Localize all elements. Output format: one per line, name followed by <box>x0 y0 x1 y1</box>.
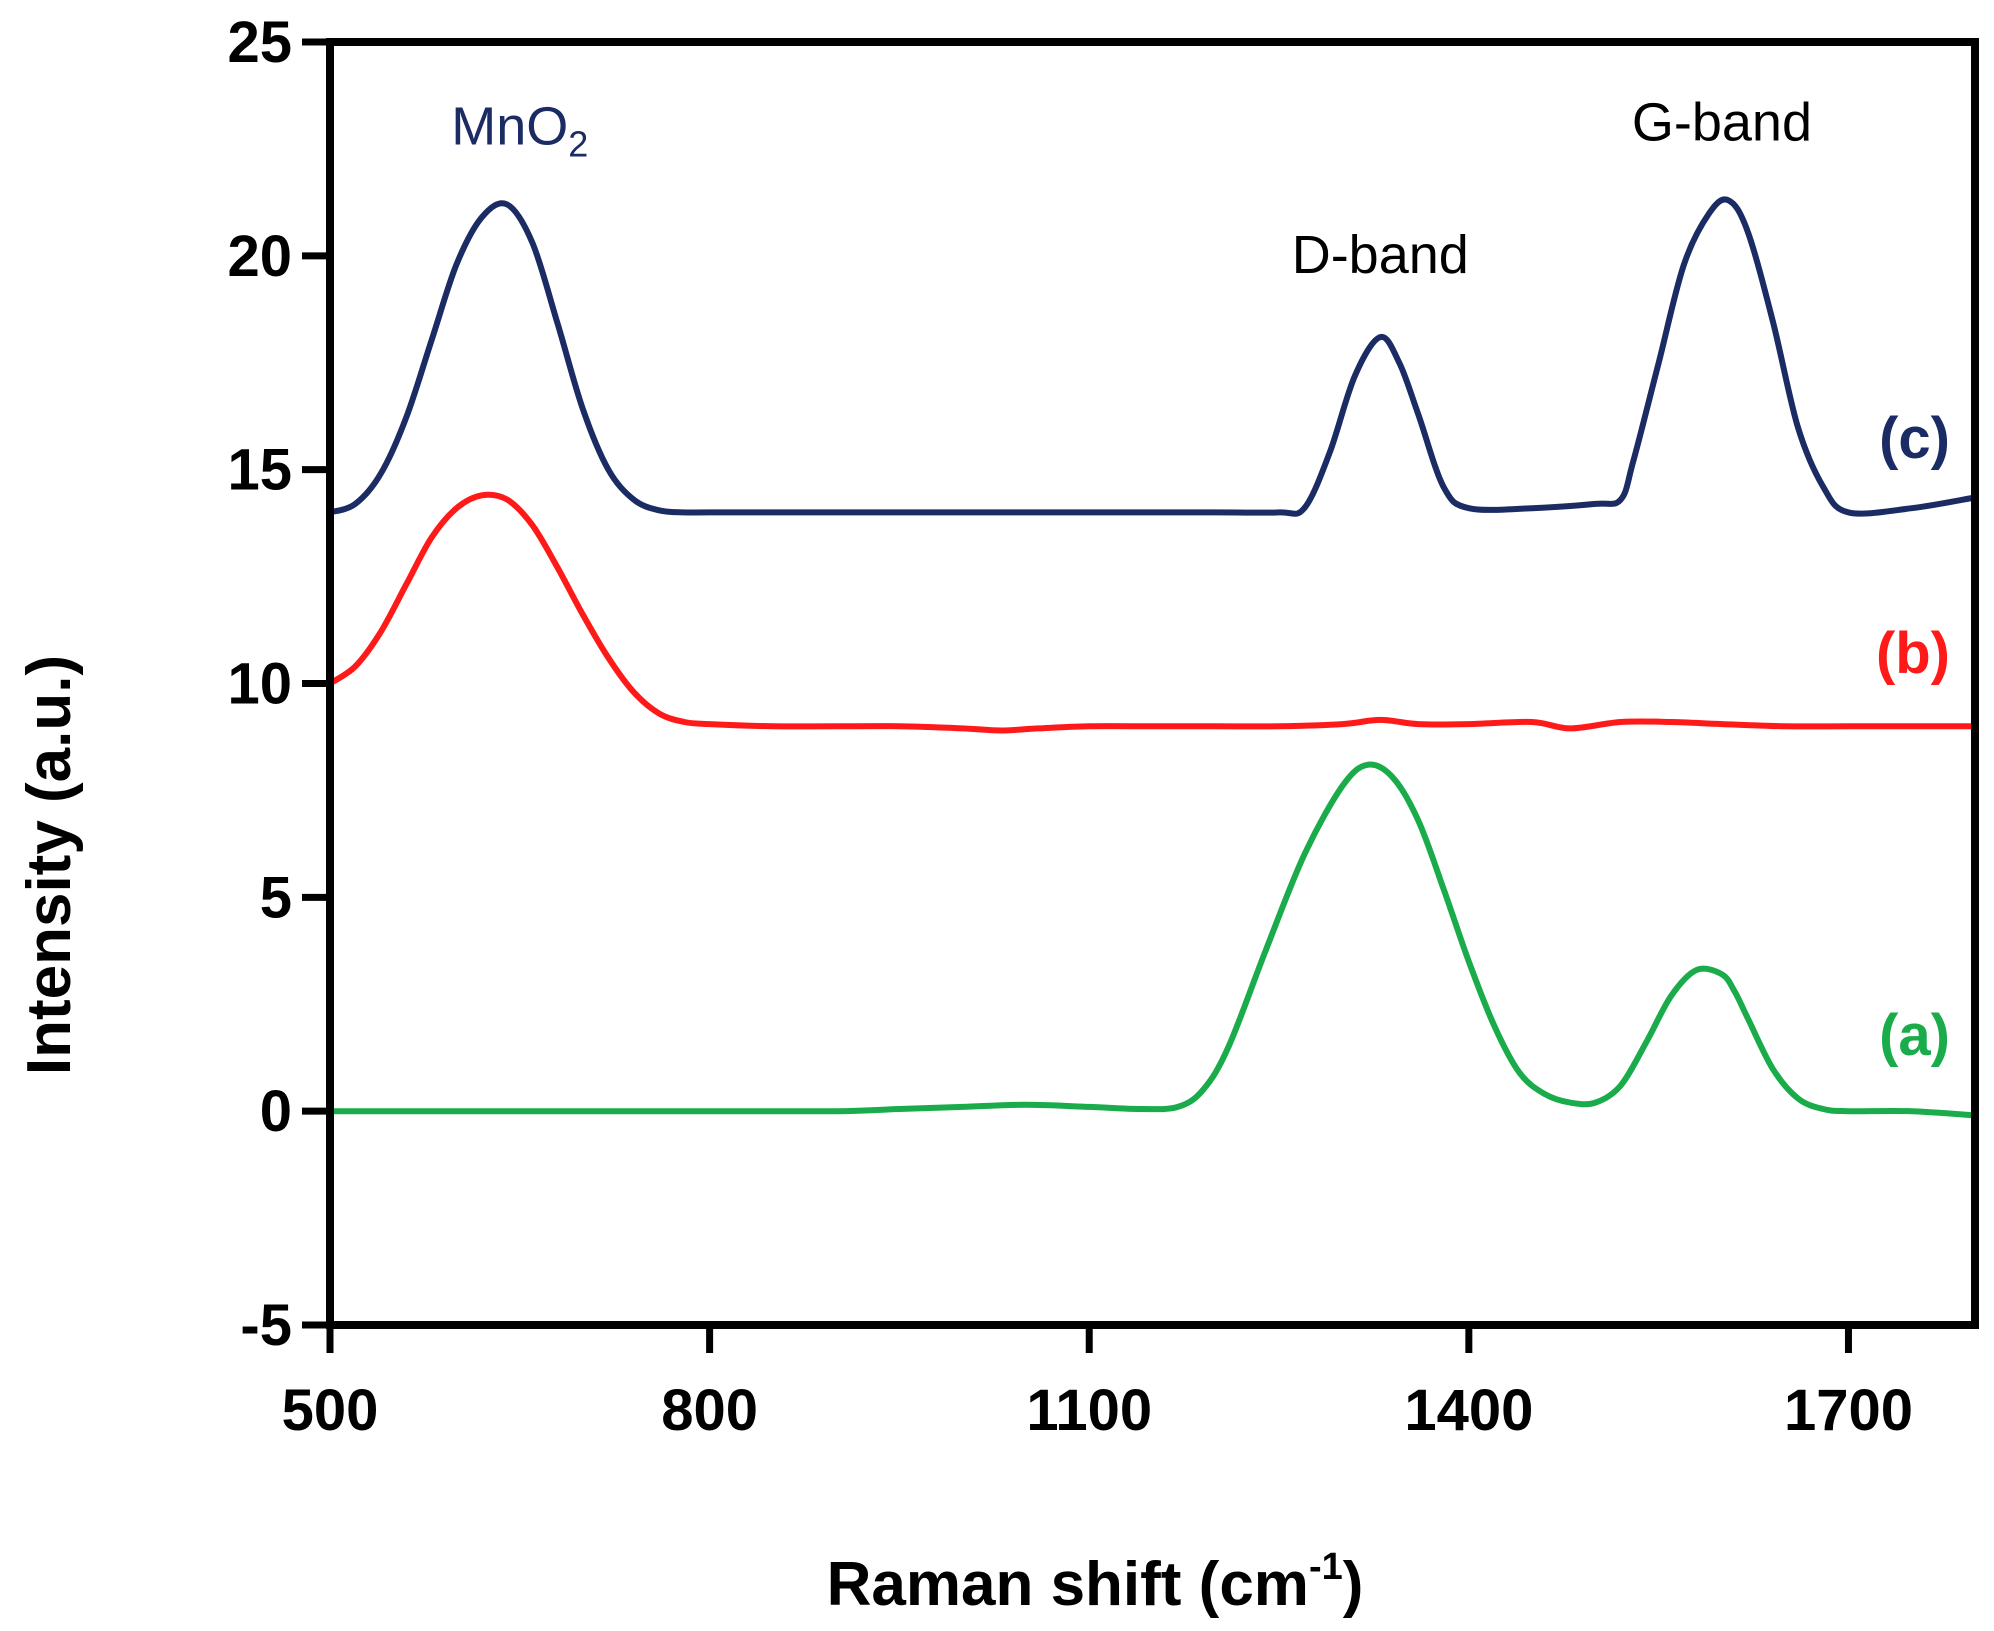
y-tick-label: 10 <box>227 652 292 717</box>
y-tick-label: 5 <box>260 865 292 930</box>
y-tick-label: 0 <box>260 1079 292 1144</box>
series-label-c: (c) <box>1879 406 1950 471</box>
annotation-d-band: D-band <box>1292 225 1469 285</box>
y-axis-ticks: -5 0 5 10 15 20 25 <box>227 10 330 1358</box>
x-tick-label: 1400 <box>1404 1378 1533 1443</box>
y-tick-label: 25 <box>227 10 292 75</box>
y-axis-title: Intensity (a.u.) <box>15 655 84 1075</box>
series-line-c <box>327 196 1978 517</box>
series-line-b <box>327 491 1978 734</box>
series-labels: (a) (b) (c) <box>1876 406 1950 1068</box>
x-axis-title: Raman shift (cm-1) <box>827 1546 1364 1619</box>
x-axis-ticks: 500 800 1100 1400 1700 <box>282 1325 1913 1443</box>
y-tick-label: -5 <box>240 1293 292 1358</box>
y-tick-label: 15 <box>227 438 292 503</box>
peak-annotations: MnO2 D-band G-band <box>451 92 1812 285</box>
annotation-g-band: G-band <box>1632 92 1812 152</box>
y-tick-label: 20 <box>227 224 292 289</box>
series-label-b: (b) <box>1876 621 1950 686</box>
series-line-a <box>327 761 1978 1119</box>
annotation-mno: MnO2 <box>451 97 588 165</box>
x-tick-label: 800 <box>661 1378 758 1443</box>
x-axis-title-main: Raman shift (cm <box>827 1550 1309 1619</box>
x-axis-title-sup: -1 <box>1309 1546 1343 1588</box>
x-axis-title-end: ) <box>1343 1550 1364 1619</box>
series-label-a: (a) <box>1879 1003 1950 1068</box>
series-group <box>327 196 1978 1119</box>
x-tick-label: 1700 <box>1784 1378 1913 1443</box>
x-tick-label: 500 <box>282 1378 379 1443</box>
x-tick-label: 1100 <box>1026 1378 1152 1443</box>
plot-area-frame <box>326 38 1979 1329</box>
